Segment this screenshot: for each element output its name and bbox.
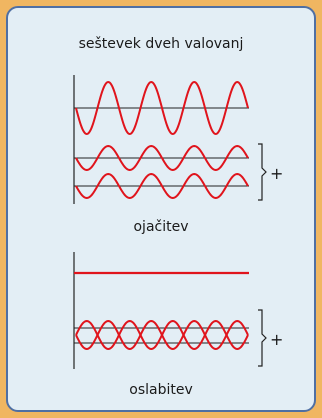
constructive-panel (73, 75, 267, 204)
component-wave-1 (75, 144, 249, 172)
diagram-card (6, 6, 316, 412)
sum-wave (75, 80, 249, 136)
constructive-caption: ojačitev (133, 219, 189, 235)
destructive-brace (258, 309, 267, 367)
diagram-title: seštevek dveh valovanj (78, 36, 244, 52)
constructive-plus-sign: + (270, 164, 284, 183)
destructive-wave-2 (75, 319, 249, 351)
destructive-panel (73, 252, 267, 369)
component-wave-2 (75, 172, 249, 200)
constructive-brace (258, 143, 267, 201)
destructive-plus-sign: + (270, 330, 284, 349)
destructive-caption: oslabitev (129, 382, 193, 398)
